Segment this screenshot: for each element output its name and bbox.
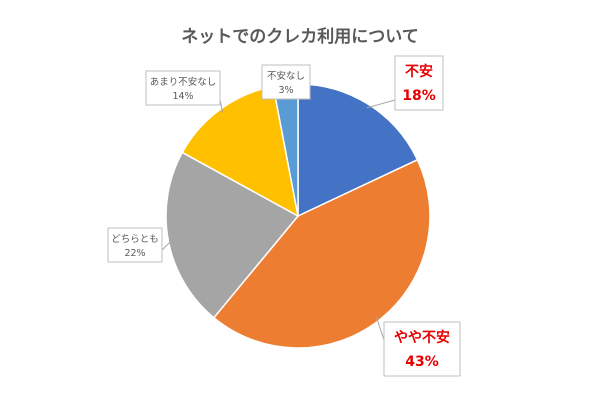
callout-fuan-box xyxy=(394,55,444,111)
callout-amari-fuan-nashi: あまり不安なし 14% xyxy=(145,70,221,106)
callout-fuan: 不安 18% xyxy=(394,55,444,111)
callout-dochiratomo: どちらとも 22% xyxy=(107,227,163,263)
callout-fuan-nashi: 不安なし 3% xyxy=(261,64,311,100)
callout-yaya-fuan-label: やや不安 xyxy=(394,329,450,346)
chart-title: ネットでのクレカ利用について xyxy=(181,26,419,47)
leader-line-dochiratomo xyxy=(161,239,173,251)
callout-fuan-nashi-box xyxy=(261,64,311,100)
leader-line-fuan xyxy=(366,99,396,109)
callout-yaya-fuan-value: 43% xyxy=(405,354,439,370)
callout-amari-fuan-nashi-value: 14% xyxy=(172,91,193,102)
callout-fuan-value: 18% xyxy=(402,88,436,104)
callout-fuan-nashi-value: 3% xyxy=(278,85,293,96)
pie-slices xyxy=(165,83,431,349)
callout-fuan-label: 不安 xyxy=(405,63,433,80)
callout-dochiratomo-label: どちらとも xyxy=(111,234,159,245)
callout-dochiratomo-value: 22% xyxy=(124,248,145,259)
callout-amari-fuan-nashi-label: あまり不安なし xyxy=(150,76,217,88)
callout-amari-fuan-nashi-box xyxy=(145,70,221,106)
callout-dochiratomo-box xyxy=(107,227,163,263)
leader-line-yaya-fuan xyxy=(376,317,385,341)
pie-slice-dochiratomo xyxy=(165,151,300,319)
callout-yaya-fuan: やや不安 43% xyxy=(383,321,461,377)
pie-slice-yaya-fuan xyxy=(212,158,431,349)
callout-fuan-nashi-label: 不安なし xyxy=(267,70,305,82)
callout-yaya-fuan-box xyxy=(383,321,461,377)
